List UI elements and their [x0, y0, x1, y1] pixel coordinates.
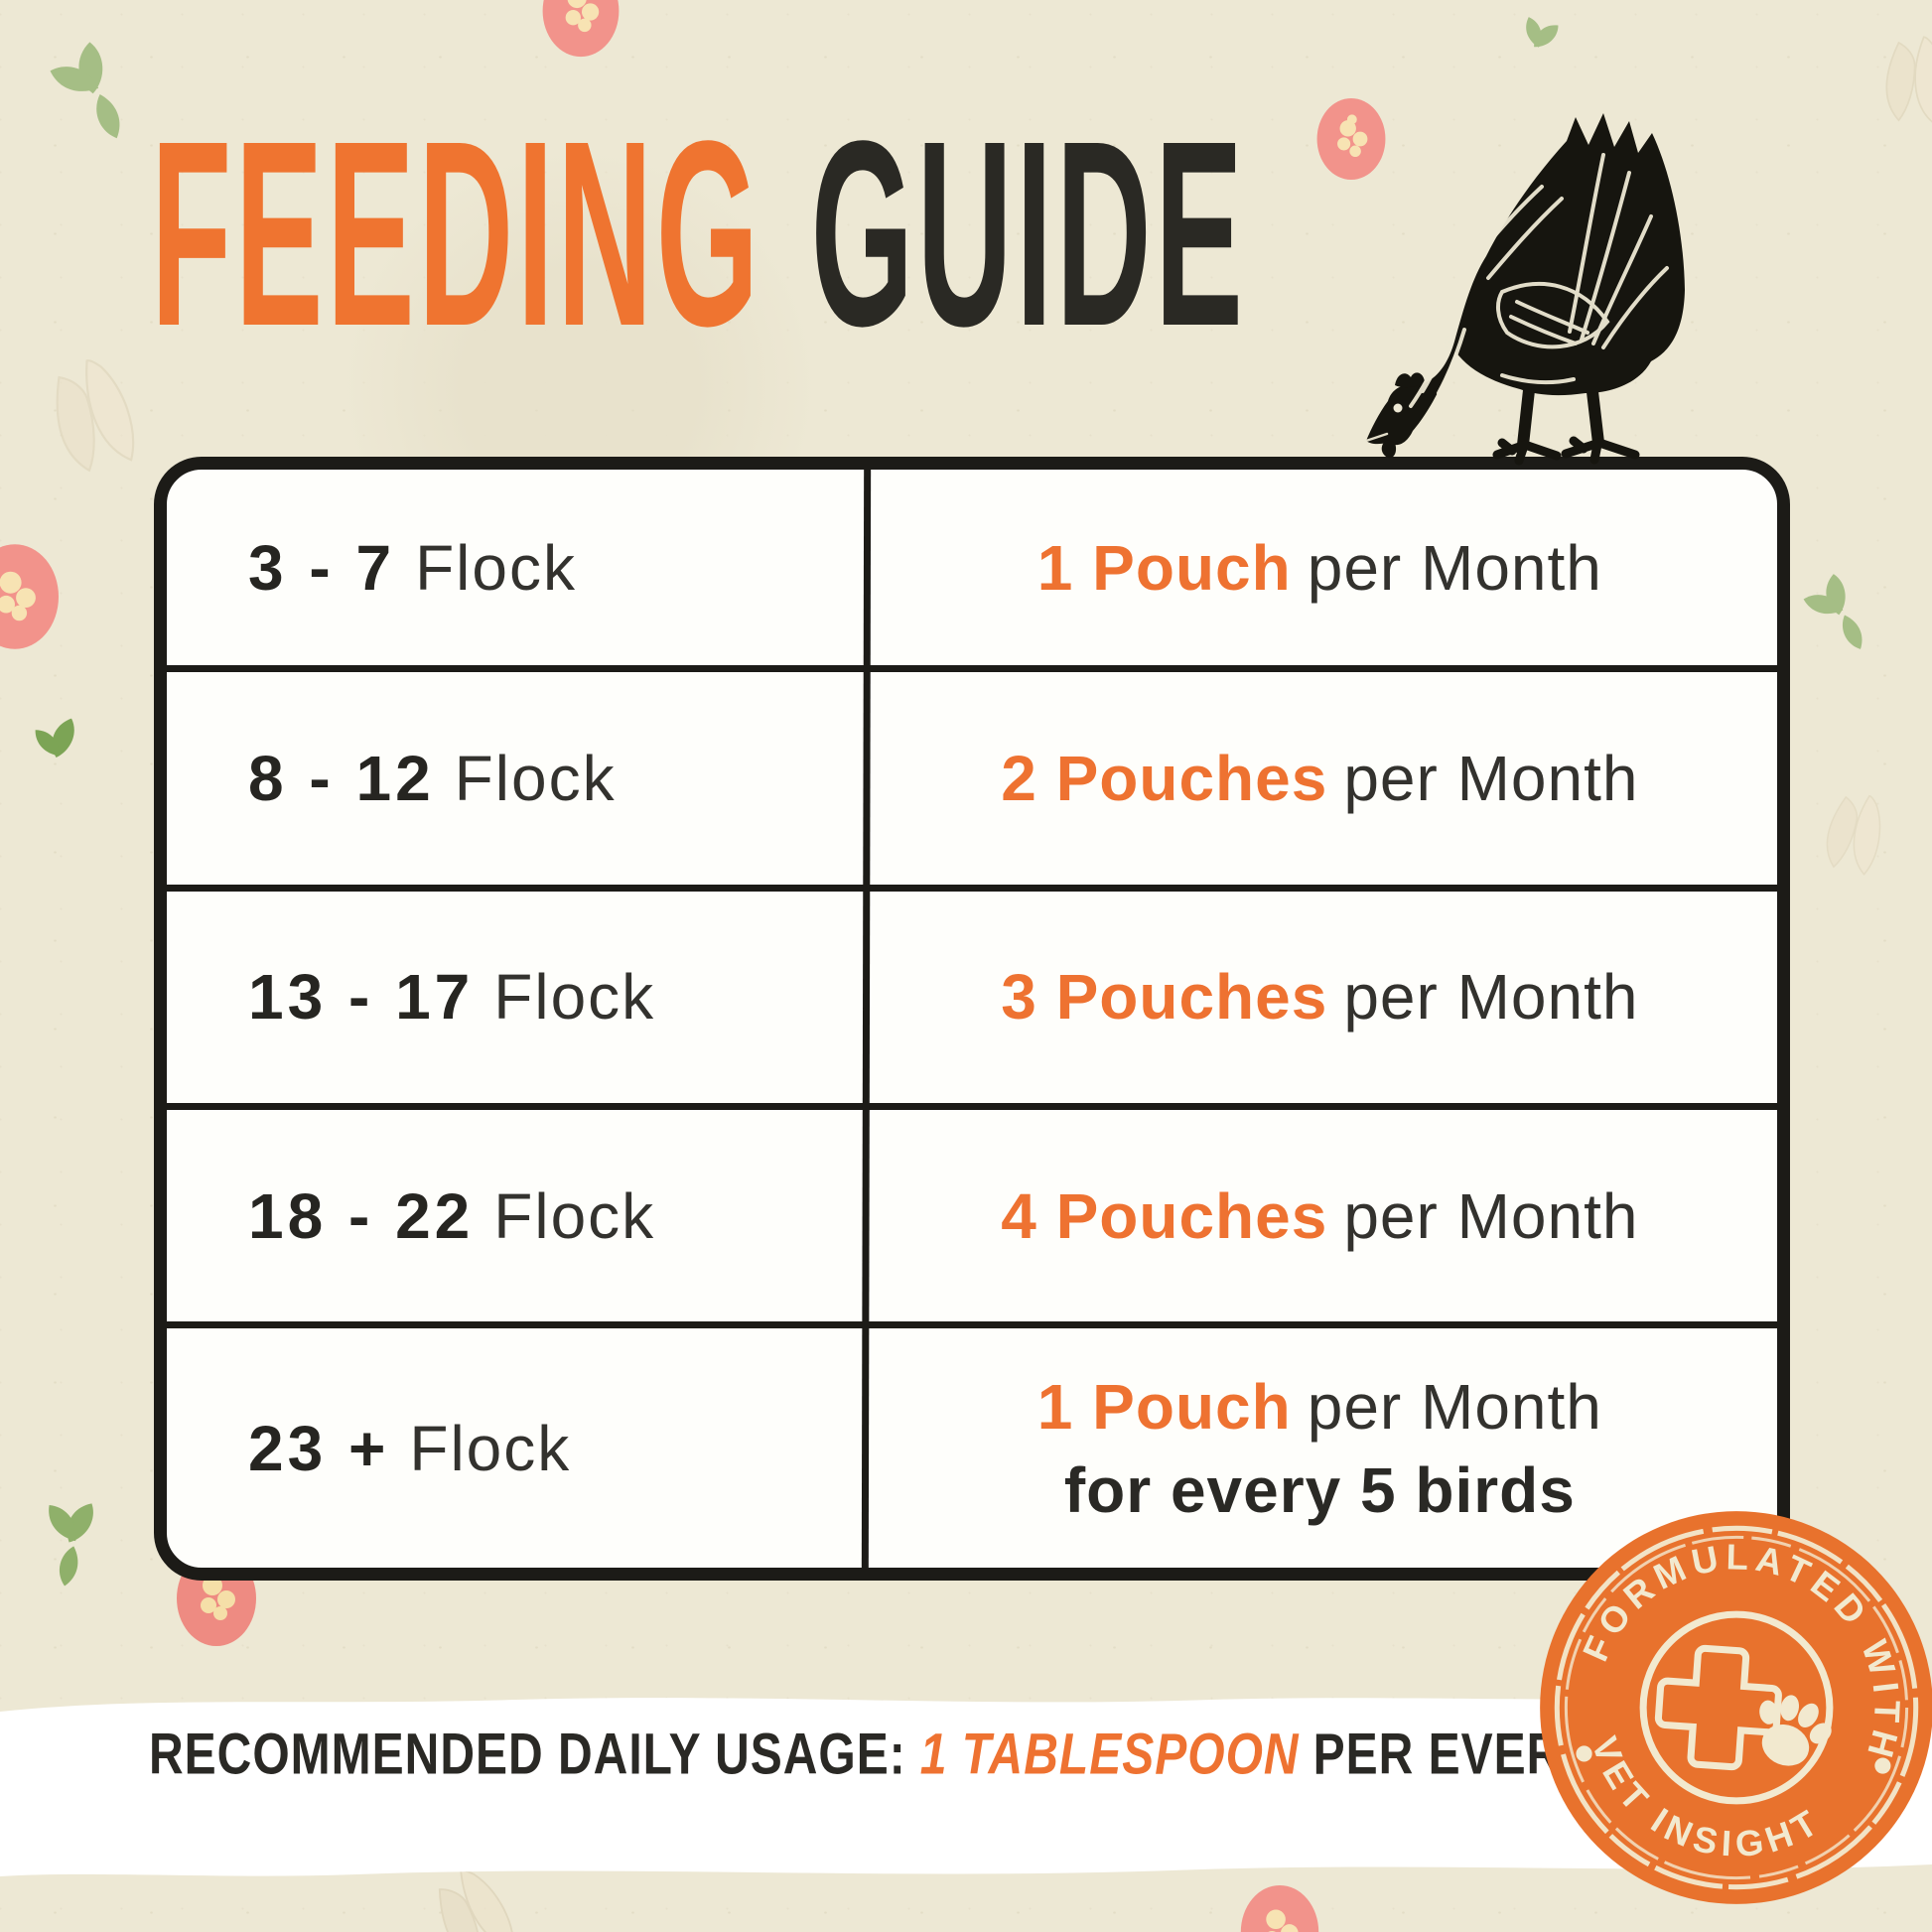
dosage-quantity: 4 Pouches: [1001, 1179, 1328, 1252]
dosage-period: per Month: [1343, 961, 1639, 1034]
garlic-clove-icon: [1885, 36, 1932, 123]
flock-range-cell: 13 - 17 Flock: [167, 892, 863, 1103]
flock-range-cell: 18 - 22 Flock: [167, 1110, 863, 1321]
pepper-slice-icon: [0, 544, 59, 649]
dosage-quantity: 1 Pouch: [1036, 1370, 1292, 1443]
flock-label: Flock: [493, 1179, 656, 1252]
paw-print-icon: [1759, 1695, 1832, 1766]
flock-range: 13 - 17: [248, 961, 475, 1034]
table-row: 13 - 17 Flock 3 Pouches per Month: [167, 892, 1777, 1110]
dosage-quantity: 3 Pouches: [1001, 961, 1328, 1034]
garlic-clove-icon: [56, 359, 135, 473]
table-row: 8 - 12 Flock 2 Pouches per Month: [167, 672, 1777, 892]
table-row: 23 + Flock 1 Pouch per Month for every 5…: [167, 1328, 1777, 1568]
recommendation-lead: RECOMMENDED DAILY USAGE:: [149, 1723, 906, 1787]
dosage-cell: 4 Pouches per Month: [863, 1110, 1777, 1321]
title-feeding: FEEDING: [151, 86, 762, 382]
dosage-quantity: 1 Pouch: [1036, 531, 1292, 604]
dosage-period: per Month: [1343, 743, 1639, 815]
dosage-period: per Month: [1343, 1179, 1639, 1252]
flock-label: Flock: [409, 1412, 572, 1484]
vet-insight-stamp: FORMULATED WITH VET INSIGHT: [1540, 1497, 1932, 1904]
stamp-right-dot: [1874, 1757, 1891, 1774]
medical-cross-icon: [1654, 1644, 1782, 1771]
herb-leaves-icon: [1803, 574, 1863, 649]
dosage-cell: 2 Pouches per Month: [863, 672, 1777, 884]
flock-range-cell: 3 - 7 Flock: [167, 470, 863, 665]
flock-label: Flock: [454, 743, 617, 815]
pecking-hen-icon: [1364, 113, 1685, 466]
title-guide: GUIDE: [810, 86, 1247, 382]
flock-label: Flock: [493, 961, 656, 1034]
dosage-cell: 1 Pouch per Month for every 5 birds: [863, 1328, 1777, 1568]
flock-range-cell: 23 + Flock: [167, 1328, 863, 1568]
page-title: FEEDING GUIDE: [151, 102, 1246, 366]
feeding-guide-table: 3 - 7 Flock 1 Pouch per Month 8 - 12 Flo…: [154, 457, 1790, 1581]
dosage-period: per Month: [1307, 531, 1602, 604]
flock-range: 8 - 12: [248, 743, 435, 815]
herb-leaves-icon: [1526, 17, 1559, 48]
garlic-clove-icon: [1826, 794, 1881, 876]
flock-label: Flock: [415, 531, 577, 604]
pepper-slice-icon: [1316, 98, 1386, 180]
herb-leaves-icon: [50, 42, 120, 139]
dosage-period: per Month: [1307, 1370, 1602, 1443]
herb-leaf-icon: [35, 718, 74, 759]
herb-leaves-icon: [49, 1503, 93, 1587]
flock-range: 3 - 7: [248, 531, 396, 604]
footer-band: [0, 1696, 1932, 1876]
dosage-cell: 3 Pouches per Month: [863, 892, 1777, 1103]
stamp-left-dot: [1576, 1745, 1592, 1762]
recommendation-highlight: 1 TABLESPOON: [919, 1723, 1300, 1787]
dosage-cell: 1 Pouch per Month: [863, 470, 1777, 665]
flock-range: 23 +: [248, 1412, 390, 1484]
table-row: 18 - 22 Flock 4 Pouches per Month: [167, 1110, 1777, 1329]
pepper-slice-icon: [1240, 1884, 1319, 1932]
flock-range-cell: 8 - 12 Flock: [167, 672, 863, 884]
dosage-quantity: 2 Pouches: [1001, 743, 1328, 815]
table-row: 3 - 7 Flock 1 Pouch per Month: [167, 470, 1777, 673]
flock-range: 18 - 22: [248, 1179, 475, 1252]
pepper-slice-icon: [542, 0, 620, 58]
dosage-note: for every 5 birds: [1063, 1453, 1576, 1526]
